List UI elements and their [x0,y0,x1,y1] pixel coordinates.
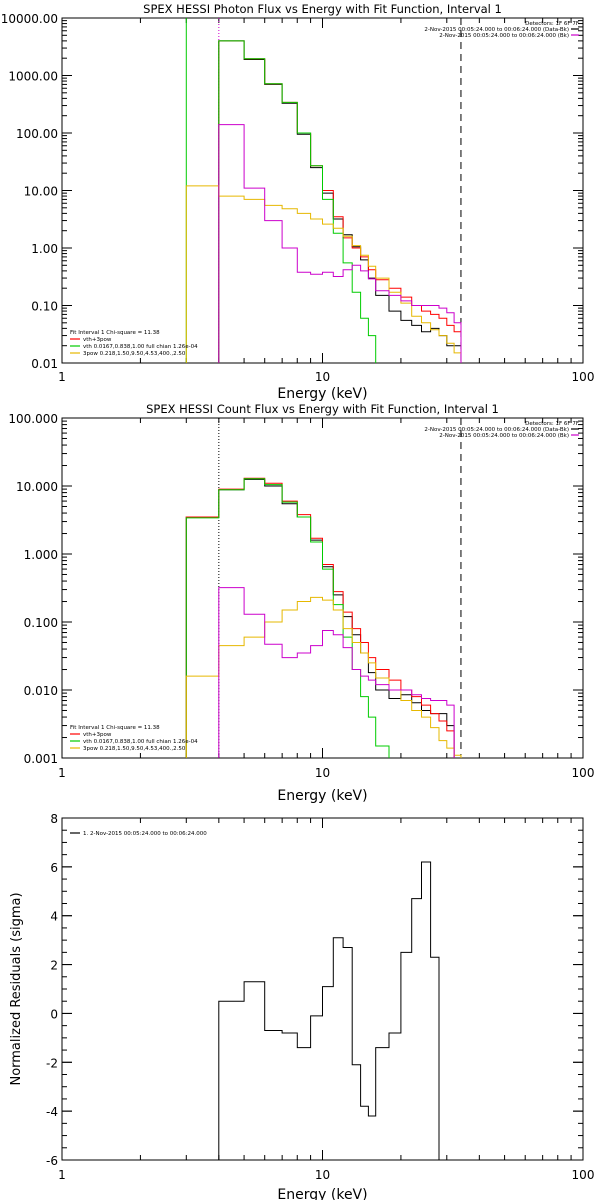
y-tick-label: 10.00 [24,185,58,199]
x-axis-label: Energy (keV) [277,788,367,804]
series-residuals [218,861,440,1160]
legend-entry: vth 0.0167,0.838,1.00 full chian 1.26e-0… [83,344,198,350]
legend-entry: 3pow 0.218,1.50,9.50,4.53,400.,2.50 [83,746,186,752]
y-tick-label: 0.001 [24,752,58,766]
plot-frame [61,417,584,759]
chart-title: SPEX HESSI Photon Flux vs Energy with Fi… [143,2,502,16]
y-tick-label: 10.000 [16,480,58,494]
legend-entry: vth 0.0167,0.838,1.00 full chian 1.26e-0… [83,739,198,745]
x-tick-label: 1 [58,766,66,780]
y-axis-label: Normalized Residuals (sigma) [9,892,24,1085]
detector-info: 2-Nov-2015 00:05:24.000 to 00:06:24.000 … [439,433,569,439]
y-tick-label: 6 [50,861,58,875]
y-tick-label: 2 [50,959,58,973]
y-tick-label: 0.10 [31,300,58,314]
y-tick-label: 10000.00 [1,12,58,26]
detector-info: 2-Nov-2015 00:05:24.000 to 00:06:24.000 … [424,427,569,433]
y-tick-label: -4 [46,1105,58,1119]
y-tick-label: 1.000 [24,548,58,562]
y-tick-label: 0.010 [24,684,58,698]
series-bk [218,124,462,363]
series-vth [218,40,390,363]
legend-entry: Fit Interval 1 Chi-square = 11.38 [70,725,160,731]
y-tick-label: 0.100 [24,616,58,630]
series-vth [185,478,390,758]
chart-title: SPEX HESSI Count Flux vs Energy with Fit… [146,402,499,416]
series-pow [185,185,462,363]
y-tick-label: 4 [50,910,58,924]
count-flux-panel: SPEX HESSI Count Flux vs Energy with Fit… [8,402,594,804]
x-tick-label: 10 [315,370,330,384]
series-fit [185,477,455,758]
x-axis-label: Energy (keV) [277,1187,367,1200]
series-pow [185,596,462,758]
y-tick-label: -6 [46,1154,58,1168]
detector-info: Detectors: 1F 6F 7F [525,21,579,27]
x-tick-label: 100 [572,766,595,780]
x-tick-label: 10 [315,766,330,780]
series-data [185,478,455,758]
y-tick-label: 0.01 [31,357,58,371]
x-tick-label: 1 [58,1168,66,1182]
x-axis-label: Energy (keV) [277,386,367,402]
series-fit [218,40,462,363]
x-tick-label: 10 [315,1168,330,1182]
legend-entry: 1. 2-Nov-2015 00:05:24.000 to 00:06:24.0… [83,831,207,837]
y-tick-label: 100.000 [8,412,58,426]
photon-flux-panel: SPEX HESSI Photon Flux vs Energy with Fi… [1,2,595,402]
y-tick-label: 8 [50,812,58,826]
legend-entry: 3pow 0.218,1.50,9.50,4.53,400.,2.50 [83,351,186,357]
legend-entry: vth+3pow [83,732,112,738]
y-tick-label: 0 [50,1007,58,1021]
detector-info: 2-Nov-2015 00:05:24.000 to 00:06:24.000 … [424,27,569,33]
series-data [218,40,462,363]
legend-entry: vth+3pow [83,337,112,343]
y-tick-label: 1000.00 [8,70,58,84]
series-bk [218,587,455,758]
detector-info: Detectors: 1F 6F 7F [525,421,579,427]
y-tick-label: -2 [46,1056,58,1070]
y-tick-label: 1.00 [31,242,58,256]
y-tick-label: 100.00 [16,127,58,141]
legend-entry: Fit Interval 1 Chi-square = 11.38 [70,330,160,336]
residuals-panel: 1 10 100 Energy (keV) 8 6 4 2 0 -2 -4 -6 Normalized … [9,812,595,1203]
x-tick-label: 1 [58,370,66,384]
x-tick-label: 100 [572,370,595,384]
x-tick-label: 100 [572,1168,595,1182]
detector-info: 2-Nov-2015 00:05:24.000 to 00:06:24.000 … [439,33,569,39]
